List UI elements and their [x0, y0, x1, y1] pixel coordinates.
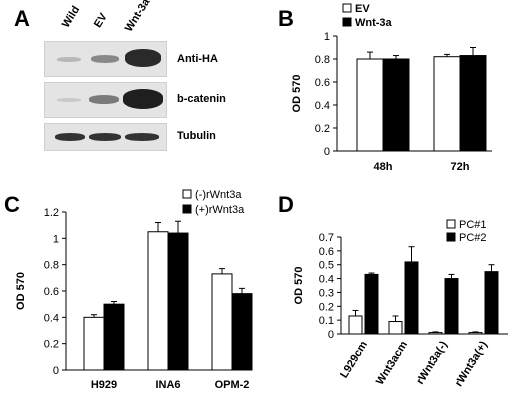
x-tick-label: Wnt3acm — [374, 339, 410, 387]
y-tick-label: 0.2 — [44, 339, 59, 351]
bar — [348, 315, 363, 335]
legend-swatch — [446, 232, 456, 242]
legend-swatch — [182, 204, 192, 214]
y-tick-label: 0.4 — [319, 274, 334, 286]
legend-swatch — [182, 189, 192, 199]
y-tick-label: 0.6 — [44, 286, 59, 298]
legend-label: PC#1 — [459, 219, 487, 231]
y-tick-label: 0 — [53, 365, 59, 377]
row-label-anti-ha: Anti-HA — [177, 53, 218, 65]
y-tick-label: 0.1 — [319, 315, 334, 327]
y-tick-label: 0.2 — [315, 123, 330, 135]
x-tick-label: OPM-2 — [215, 379, 250, 391]
legend-label: (-)rWnt3a — [195, 189, 242, 201]
bar — [382, 58, 410, 152]
bar — [83, 316, 105, 371]
panel-letter-a: A — [14, 6, 30, 31]
x-tick-label: H929 — [91, 379, 117, 391]
bar — [231, 293, 253, 371]
bar — [484, 271, 499, 335]
bar — [428, 332, 443, 335]
bar — [459, 55, 487, 152]
x-tick-label: INA6 — [155, 379, 180, 391]
bar — [147, 231, 169, 371]
blot-anti-ha — [44, 41, 167, 77]
y-axis-label: OD 570 — [291, 75, 303, 113]
legend-swatch — [342, 17, 352, 27]
y-tick-label: 0.4 — [315, 100, 330, 112]
band — [125, 49, 161, 67]
bar — [356, 58, 384, 152]
blot-b-catenin — [44, 82, 167, 118]
bar — [167, 232, 189, 371]
y-tick-label: 1 — [53, 233, 59, 245]
y-tick-label: 0.5 — [319, 260, 334, 272]
band — [89, 133, 121, 141]
band — [55, 133, 85, 141]
bar — [433, 56, 461, 152]
y-tick-label: 0.4 — [44, 312, 59, 324]
panel-letter-b: B — [278, 6, 294, 31]
panel-letter-d: D — [278, 192, 294, 217]
bar — [404, 261, 419, 335]
band — [89, 95, 119, 104]
legend-label: (+)rWnt3a — [195, 204, 245, 216]
y-axis-label: OD 570 — [15, 272, 27, 310]
band — [123, 89, 163, 109]
legend-label: PC#2 — [459, 232, 487, 244]
y-tick-label: 0.8 — [44, 260, 59, 272]
legend-swatch — [446, 219, 456, 229]
bar — [364, 273, 379, 335]
y-tick-label: 0.6 — [315, 77, 330, 89]
band — [57, 98, 81, 102]
bar — [468, 332, 483, 335]
x-tick-label: L929cm — [338, 339, 370, 380]
y-tick-label: 1.2 — [44, 207, 59, 219]
legend-label: Wnt-3a — [355, 17, 393, 29]
legend-swatch — [342, 3, 352, 13]
band — [57, 57, 81, 62]
y-tick-label: 0.3 — [319, 287, 334, 299]
y-tick-label: 0.2 — [319, 301, 334, 313]
band — [125, 133, 159, 141]
x-tick-label: rWnt3a(+) — [453, 339, 490, 389]
row-label-b-catenin: b-catenin — [177, 93, 226, 105]
bar — [103, 303, 125, 371]
x-tick-label: rWnt3a(-) — [414, 339, 450, 387]
y-tick-label: 0.7 — [319, 232, 334, 244]
y-tick-label: 0.8 — [315, 54, 330, 66]
panel-letter-c: C — [4, 192, 20, 217]
y-axis-label: OD 570 — [293, 267, 305, 305]
band — [91, 55, 119, 63]
y-tick-label: 1 — [324, 31, 330, 43]
y-tick-label: 0.6 — [319, 246, 334, 258]
bar — [388, 321, 403, 335]
bar — [444, 278, 459, 335]
y-tick-label: 0 — [324, 146, 330, 158]
row-label-tubulin: Tubulin — [177, 130, 216, 142]
legend-label: EV — [355, 3, 370, 15]
blot-tubulin — [44, 123, 167, 151]
x-tick-label: 72h — [451, 161, 470, 173]
y-tick-label: 0 — [328, 329, 334, 341]
x-tick-label: 48h — [374, 161, 393, 173]
bar — [211, 273, 233, 371]
